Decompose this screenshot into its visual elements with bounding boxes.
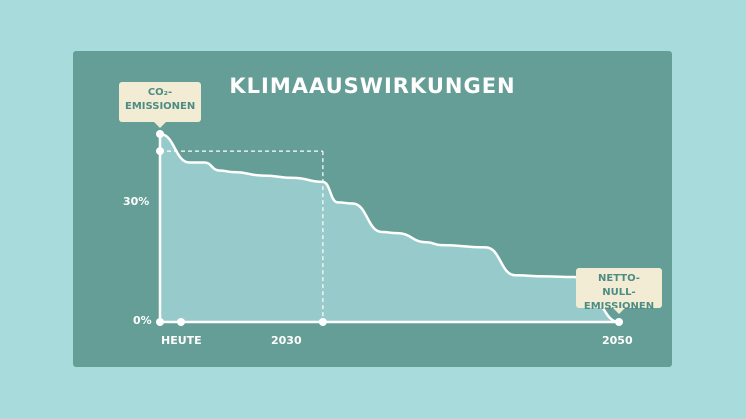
y-tick-30: 30% (123, 195, 150, 208)
emissions-curve (159, 132, 620, 324)
y-tick-0: 0% (133, 314, 152, 327)
co2-label-line2: EMISSIONEN (125, 101, 196, 112)
emissions-area (160, 134, 619, 322)
chart-title: KLIMAAUSWIRKUNGEN (229, 74, 516, 98)
point-marker (156, 130, 164, 138)
point-marker (156, 318, 164, 326)
net-zero-label-line1: NETTO-NULL- (598, 273, 640, 298)
x-tick-2030: 2030 (271, 334, 302, 347)
net-zero-label-line2: EMISSIONEN (583, 301, 655, 312)
net-zero-callout: NETTO-NULL- EMISSIONEN (576, 268, 662, 314)
x-tick-2050: 2050 (602, 334, 633, 347)
point-marker (615, 318, 623, 326)
point-markers (156, 130, 623, 326)
x-tick-heute: HEUTE (161, 334, 202, 347)
point-marker-heute (177, 318, 185, 326)
co2-label-line1: CO₂- (147, 87, 173, 98)
point-marker (318, 318, 327, 326)
point-marker (156, 147, 164, 156)
co2-emissions-callout: CO₂- EMISSIONEN (119, 82, 201, 128)
